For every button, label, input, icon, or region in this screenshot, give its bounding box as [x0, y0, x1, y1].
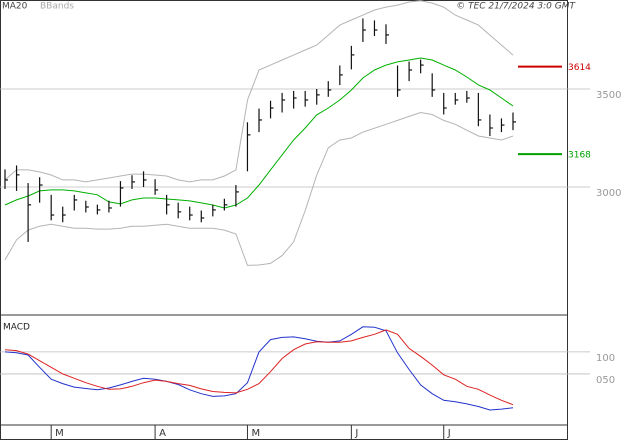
- x-tick-label: M: [251, 428, 260, 439]
- y-tick-label: 3000: [596, 188, 621, 199]
- legend-bbands: BBands: [40, 2, 74, 12]
- macd-title: MACD: [3, 323, 30, 333]
- band-upper: [4, 0, 514, 183]
- y-tick-label: 100: [596, 353, 615, 364]
- x-tick-label: A: [159, 428, 166, 439]
- source: © TEC 21/7/2024 3:0 GMT: [456, 2, 576, 12]
- y-tick-label: 050: [596, 375, 615, 386]
- x-tick-label: J: [354, 428, 358, 439]
- macd-line: [4, 329, 514, 406]
- price-marker-label: 3168: [568, 151, 591, 161]
- price-marker-label: 3614: [568, 63, 591, 73]
- macd-line: [4, 326, 514, 411]
- ma-line: [4, 57, 514, 209]
- band-lower: [4, 111, 514, 266]
- legend-ma20: MA20: [2, 2, 28, 12]
- x-tick-label: J: [447, 428, 451, 439]
- y-tick-label: 3500: [596, 90, 621, 101]
- x-tick-label: M: [55, 428, 64, 439]
